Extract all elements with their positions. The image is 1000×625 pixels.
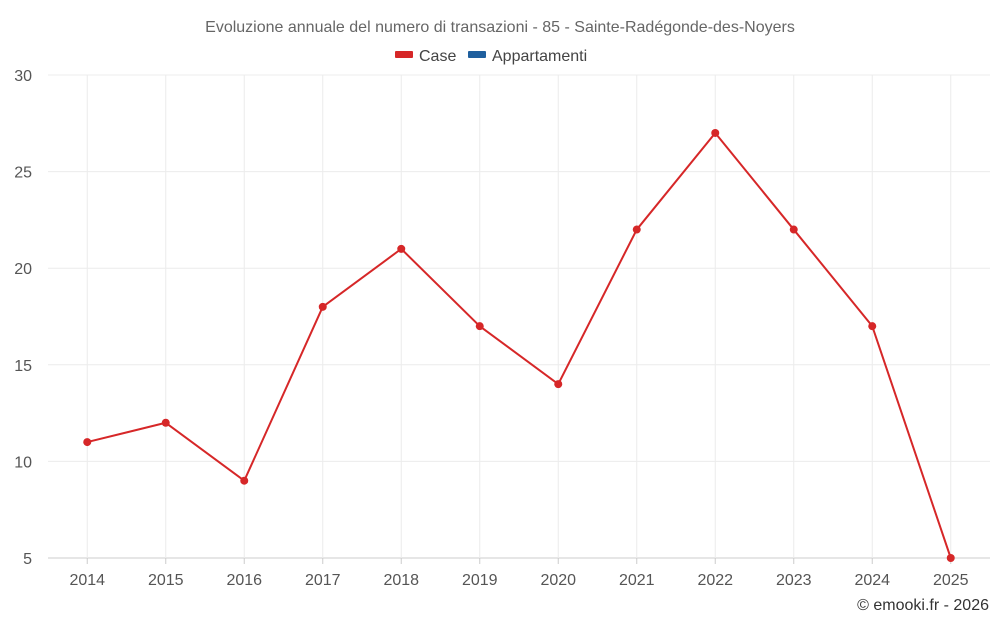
series bbox=[83, 128, 955, 562]
y-tick-label: 10 bbox=[14, 454, 32, 471]
grid bbox=[48, 74, 990, 559]
data-point[interactable] bbox=[397, 244, 406, 253]
data-point[interactable] bbox=[83, 438, 92, 447]
data-point[interactable] bbox=[240, 476, 249, 485]
x-tick-label: 2022 bbox=[697, 572, 733, 589]
x-tick-label: 2025 bbox=[933, 572, 969, 589]
x-tick-label: 2018 bbox=[383, 572, 419, 589]
data-point[interactable] bbox=[789, 225, 798, 234]
data-point[interactable] bbox=[161, 418, 170, 427]
y-tick-label: 30 bbox=[14, 68, 32, 85]
data-point[interactable] bbox=[554, 380, 563, 389]
legend-item-case[interactable]: Case bbox=[395, 48, 456, 65]
legend: Case Appartamenti bbox=[395, 48, 587, 65]
legend-item-appartamenti[interactable]: Appartamenti bbox=[468, 48, 587, 65]
chart-title: Evoluzione annuale del numero di transaz… bbox=[205, 19, 795, 36]
x-axis-ticks: 2014 2015 2016 2017 2018 2019 2020 2021 2022 2023… bbox=[69, 558, 969, 589]
data-point[interactable] bbox=[475, 322, 484, 331]
x-tick-label: 2019 bbox=[462, 572, 498, 589]
data-point[interactable] bbox=[946, 554, 955, 562]
y-tick-label: 20 bbox=[14, 261, 32, 278]
x-tick-label: 2024 bbox=[854, 572, 890, 589]
x-tick-label: 2020 bbox=[540, 572, 576, 589]
y-axis-ticks: 5 10 15 20 25 30 bbox=[14, 68, 32, 568]
data-point[interactable] bbox=[318, 302, 327, 311]
legend-swatch-appartamenti bbox=[468, 51, 486, 58]
y-tick-label: 25 bbox=[14, 165, 32, 182]
legend-label-case: Case bbox=[419, 48, 456, 65]
x-tick-label: 2016 bbox=[226, 572, 262, 589]
data-point[interactable] bbox=[632, 225, 641, 234]
legend-swatch-case bbox=[395, 51, 413, 58]
y-tick-label: 15 bbox=[14, 358, 32, 375]
x-tick-label: 2015 bbox=[148, 572, 184, 589]
data-point[interactable] bbox=[711, 128, 720, 137]
data-point[interactable] bbox=[868, 322, 877, 331]
credit-text: © emooki.fr - 2026 bbox=[857, 597, 989, 614]
x-tick-label: 2017 bbox=[305, 572, 341, 589]
x-tick-label: 2014 bbox=[69, 572, 105, 589]
series-line-case bbox=[87, 131, 952, 559]
legend-label-appartamenti: Appartamenti bbox=[492, 48, 587, 65]
y-tick-label: 5 bbox=[23, 551, 32, 568]
x-tick-label: 2023 bbox=[776, 572, 812, 589]
x-tick-label: 2021 bbox=[619, 572, 655, 589]
